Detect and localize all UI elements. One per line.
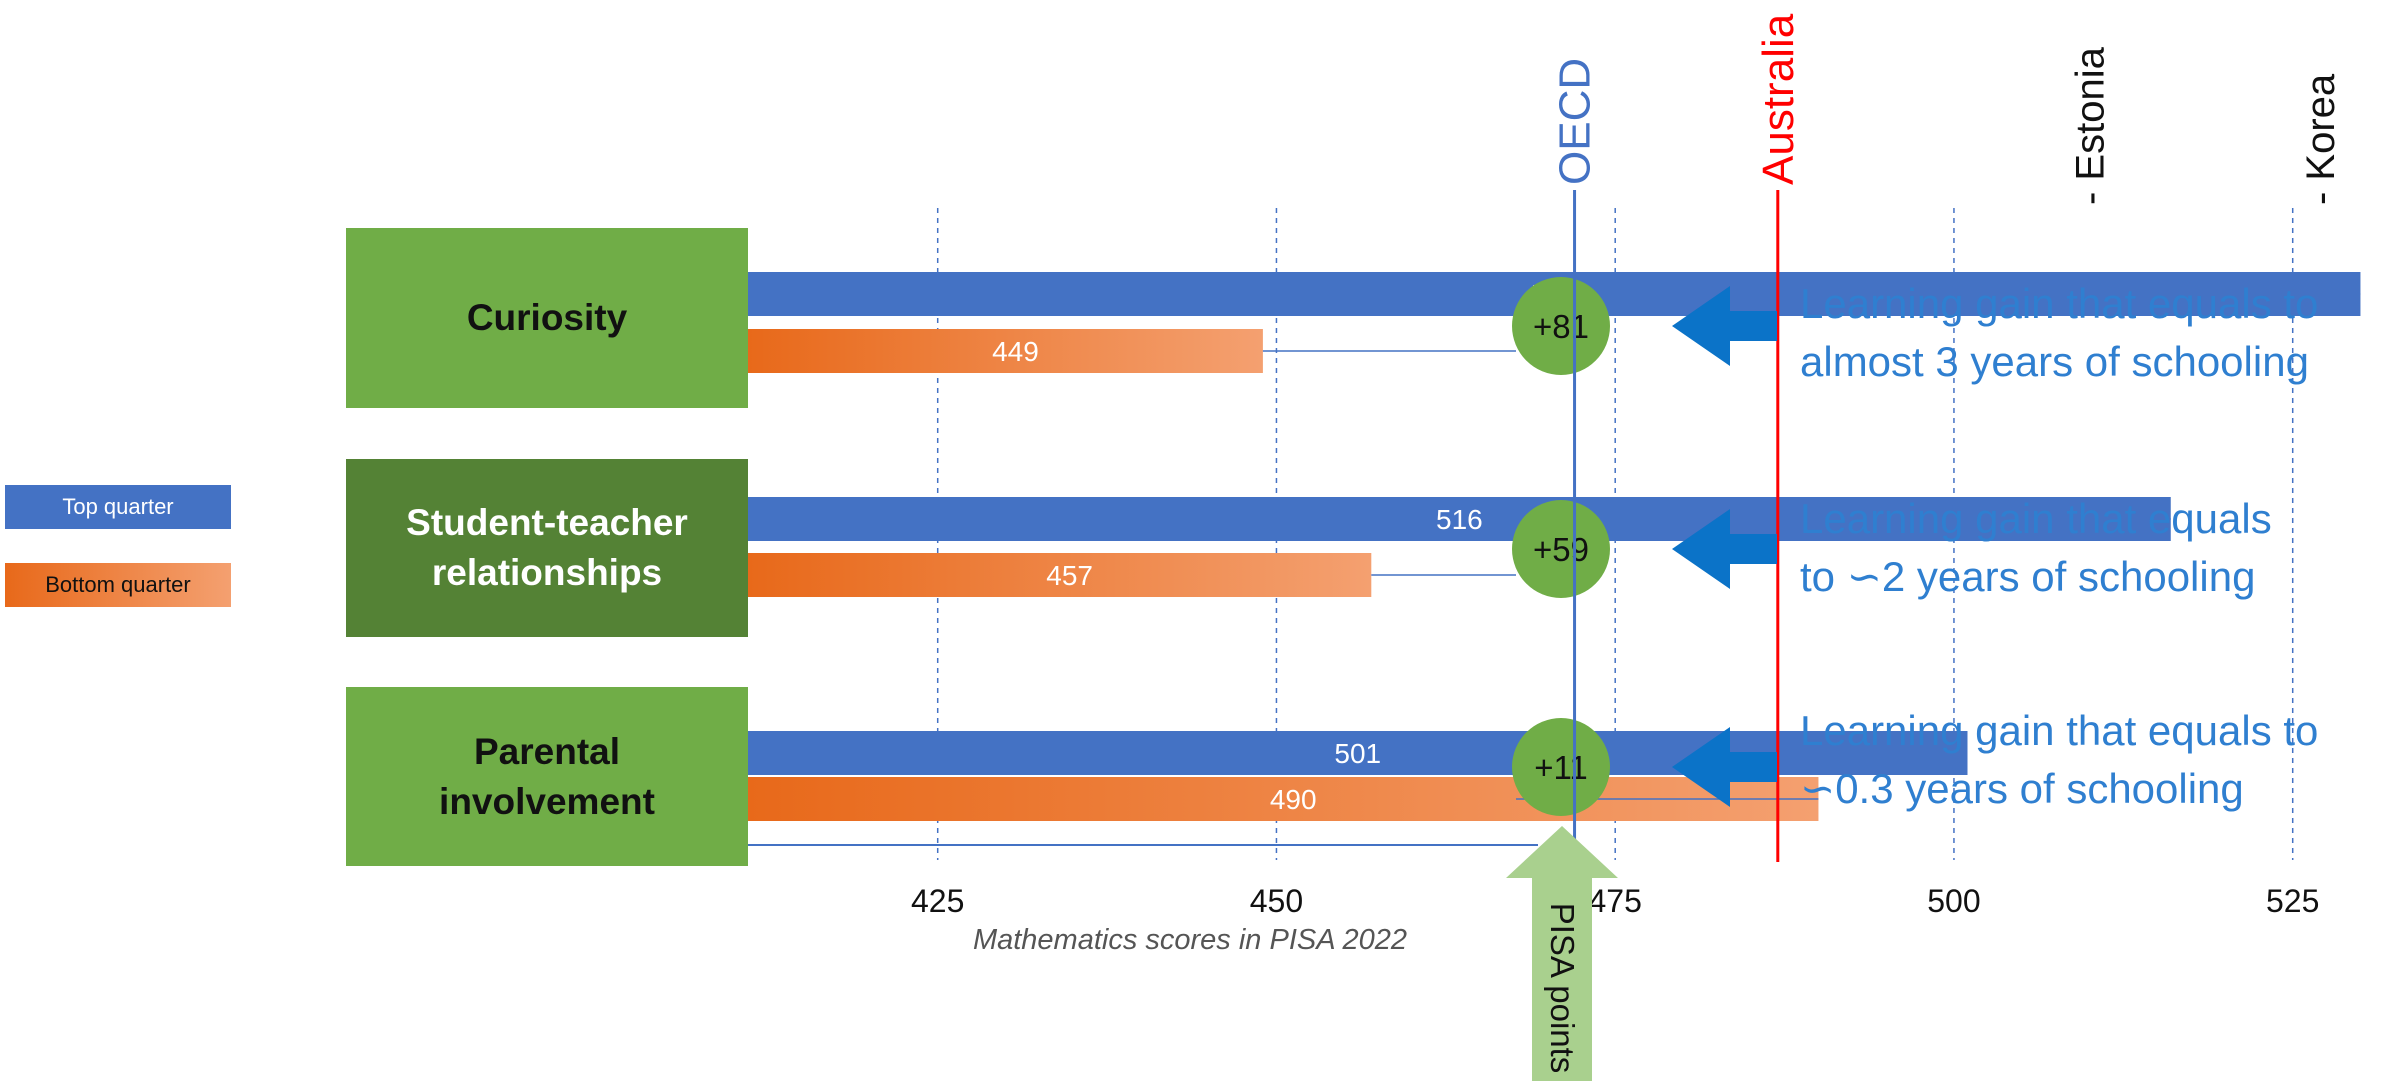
gain-note-line: Learning gain that equals	[1800, 495, 2272, 542]
gain-note-line: to ∽2 years of schooling	[1800, 553, 2256, 600]
category-label-line: Student-teacher	[406, 502, 688, 543]
legend-bottom-quarter: Bottom quarter	[5, 563, 231, 607]
x-axis-title: Mathematics scores in PISA 2022	[972, 924, 1408, 956]
difference-label: +59	[1533, 531, 1589, 568]
gain-note-student-teacher: Learning gain that equals to ∽2 years of…	[1800, 490, 2272, 606]
gain-note-parental: Learning gain that equals to ∽0.3 years …	[1800, 702, 2318, 818]
gain-note-line: almost 3 years of schooling	[1800, 338, 2309, 385]
gain-note-line: Learning gain that equals to	[1800, 280, 2319, 327]
reference-line-label: Australia	[1754, 13, 1803, 185]
category-label-student-teacher: Student-teacher relationships	[346, 459, 748, 637]
difference-label: +11	[1534, 749, 1588, 786]
left-arrow-icon	[1672, 727, 1777, 807]
category-label-curiosity: Curiosity	[346, 228, 748, 408]
x-tick-label: 525	[2266, 883, 2319, 919]
gain-note-line: Learning gain that equals to	[1800, 707, 2319, 754]
gain-note-curiosity: Learning gain that equals to almost 3 ye…	[1800, 275, 2318, 391]
pisa-points-label: PISA points	[1544, 902, 1581, 1074]
x-tick-label: 425	[911, 883, 964, 919]
legend-label: Top quarter	[62, 494, 174, 519]
bar-value-label: 516	[1436, 504, 1483, 535]
category-label-line: Parental	[473, 730, 620, 772]
country-marker-label: - Korea	[2299, 73, 2343, 205]
bar-value-label: 501	[1334, 738, 1381, 769]
category-label-parental: Parental involvement	[346, 687, 748, 866]
gain-note-line: ∽0.3 years of schooling	[1800, 765, 2244, 812]
bar-value-label: 457	[1046, 560, 1093, 591]
difference-circle	[1512, 277, 1610, 375]
legend-top-quarter: Top quarter	[5, 485, 231, 529]
x-tick-label: 500	[1927, 883, 1980, 919]
x-tick-label: 475	[1589, 883, 1642, 919]
difference-circle	[1512, 718, 1610, 816]
category-label-line: relationships	[431, 552, 663, 593]
left-arrow-icon	[1672, 509, 1777, 589]
category-box	[346, 459, 748, 637]
x-tick-label: 450	[1250, 883, 1303, 919]
legend-label: Bottom quarter	[45, 572, 191, 597]
country-marker-label: - Estonia	[2068, 46, 2112, 205]
bar-value-label: 449	[992, 336, 1039, 367]
category-box	[346, 687, 748, 866]
difference-circle	[1512, 500, 1610, 598]
left-arrow-icon	[1672, 286, 1777, 366]
bar-bottom-quarter	[748, 329, 1263, 373]
category-label-line: Curiosity	[466, 297, 628, 338]
category-label-line: involvement	[439, 780, 655, 822]
bar-bottom-quarter	[748, 553, 1372, 597]
bar-value-label: 490	[1270, 784, 1317, 815]
category-box	[346, 228, 748, 408]
reference-line-label: OECD	[1551, 58, 1600, 185]
difference-label: +81	[1533, 308, 1589, 345]
up-arrow-icon	[1506, 826, 1618, 1081]
